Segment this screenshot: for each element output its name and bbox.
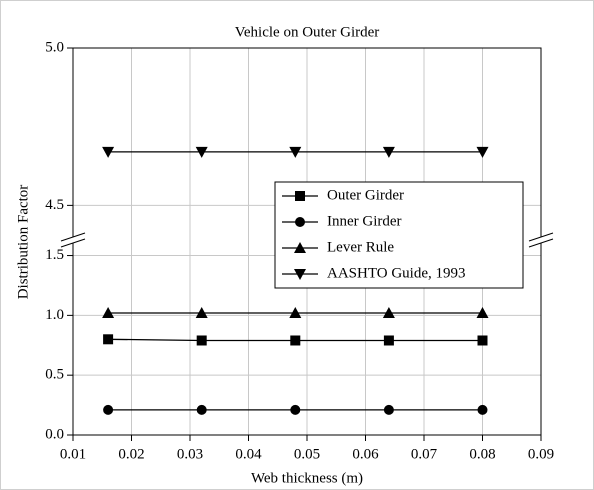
axis-break: [528, 232, 554, 242]
legend-label: AASHTO Guide, 1993: [327, 265, 465, 281]
data-point: [195, 306, 208, 318]
axis-break-gap: [61, 237, 85, 243]
data-point: [477, 404, 488, 415]
x-tick-label: 0.06: [352, 446, 379, 462]
data-point: [196, 404, 207, 415]
data-point: [477, 335, 488, 346]
axis-break: [60, 238, 86, 248]
data-point: [382, 146, 395, 158]
x-tick-label: 0.01: [60, 446, 86, 462]
y-tick-label: 5.0: [45, 39, 64, 55]
data-point: [196, 335, 207, 346]
legend-marker: [294, 269, 306, 280]
legend-label: Outer Girder: [327, 187, 404, 203]
axis-break: [528, 238, 554, 248]
data-point: [383, 335, 394, 346]
x-tick-label: 0.09: [528, 446, 554, 462]
axis-break: [60, 232, 86, 242]
x-tick-label: 0.04: [235, 446, 262, 462]
y-tick-label: 0.0: [45, 426, 64, 442]
data-point: [382, 306, 395, 318]
legend-box: [274, 181, 524, 289]
chart-title: Vehicle on Outer Girder: [235, 24, 380, 40]
x-tick-label: 0.02: [118, 446, 144, 462]
data-point: [289, 146, 302, 158]
axis-break-gap: [529, 237, 553, 243]
x-tick-label: 0.05: [294, 446, 320, 462]
legend-marker: [295, 191, 305, 201]
data-point: [289, 306, 302, 318]
data-point: [476, 146, 489, 158]
data-point: [103, 334, 114, 345]
y-tick-label: 1.5: [45, 247, 64, 263]
data-point: [476, 306, 489, 318]
x-tick-label: 0.07: [411, 446, 438, 462]
data-point: [383, 404, 394, 415]
data-point: [102, 146, 115, 158]
legend-marker: [294, 242, 306, 253]
y-axis-label: Distribution Factor: [15, 185, 31, 300]
x-tick-label: 0.08: [469, 446, 495, 462]
y-tick-label: 1.0: [45, 307, 64, 323]
data-point: [290, 404, 301, 415]
y-tick-label: 0.5: [45, 367, 64, 383]
legend-label: Inner Girder: [327, 213, 402, 229]
data-point: [103, 404, 114, 415]
data-point: [195, 146, 208, 158]
legend-marker: [295, 217, 305, 227]
x-tick-label: 0.03: [177, 446, 203, 462]
y-tick-label: 4.5: [45, 197, 64, 213]
data-point: [102, 306, 115, 318]
legend-label: Lever Rule: [327, 239, 394, 255]
x-axis-label: Web thickness (m): [251, 470, 363, 486]
data-point: [290, 335, 301, 346]
